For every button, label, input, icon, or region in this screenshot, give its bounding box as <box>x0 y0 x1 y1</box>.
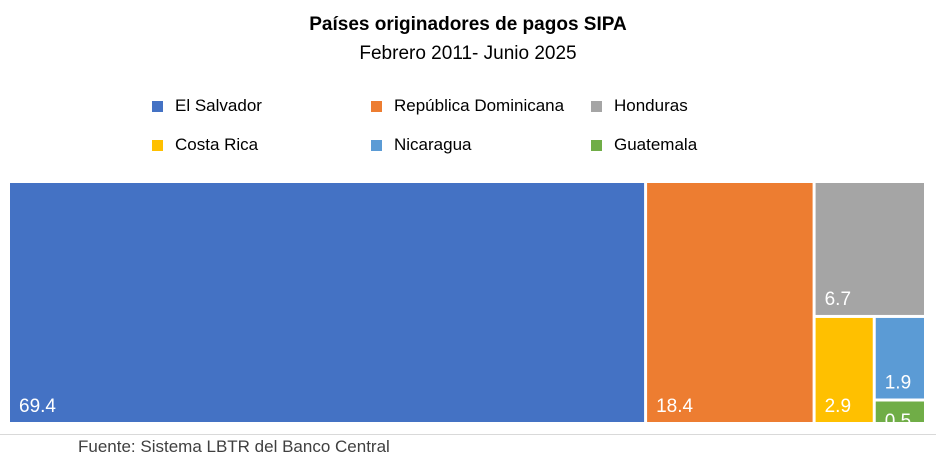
data-label-nicaragua: 1.9 <box>885 373 911 394</box>
legend-label-honduras: Honduras <box>614 96 688 115</box>
legend-swatch-guatemala <box>591 139 602 151</box>
legend-item-republica-dominicana: República Dominicana <box>371 96 564 116</box>
legend-swatch-honduras <box>591 100 602 112</box>
legend-label-republica-dominicana: República Dominicana <box>394 96 565 115</box>
legend-item-guatemala: Guatemala <box>591 135 697 155</box>
legend-item-nicaragua: Nicaragua <box>371 135 472 155</box>
legend-swatch-costa-rica <box>152 139 163 151</box>
treemap-tile-guatemala <box>875 401 924 422</box>
legend-label-costa-rica: Costa Rica <box>175 135 259 154</box>
data-label-el-salvador: 69.4 <box>19 396 56 417</box>
legend-item-el-salvador: El Salvador <box>152 96 262 116</box>
chart-title: Países originadores de pagos SIPA <box>309 14 627 35</box>
footer-divider <box>0 434 936 435</box>
legend-item-honduras: Honduras <box>591 96 688 116</box>
data-label-costa-rica: 2.9 <box>825 396 851 417</box>
treemap-tile-republica-dominicana <box>647 183 813 422</box>
chart-subtitle: Febrero 2011- Junio 2025 <box>359 43 577 64</box>
treemap-tile-costa-rica <box>815 317 873 422</box>
legend-label-el-salvador: El Salvador <box>175 96 262 115</box>
treemap-tile-honduras <box>815 183 924 315</box>
legend-swatch-el-salvador <box>152 100 163 112</box>
legend-swatch-nicaragua <box>371 139 382 151</box>
legend-swatch-republica-dominicana <box>371 100 382 112</box>
data-label-honduras: 6.7 <box>825 289 851 310</box>
legend-label-guatemala: Guatemala <box>614 135 698 154</box>
legend-label-nicaragua: Nicaragua <box>394 135 472 154</box>
legend-item-costa-rica: Costa Rica <box>152 135 258 155</box>
source-note: Fuente: Sistema LBTR del Banco Central <box>78 437 390 456</box>
treemap-tile-el-salvador <box>10 183 645 422</box>
data-label-republica-dominicana: 18.4 <box>656 396 693 417</box>
data-label-guatemala: 0.5 <box>885 411 911 432</box>
treemap-tile-nicaragua <box>875 317 924 399</box>
